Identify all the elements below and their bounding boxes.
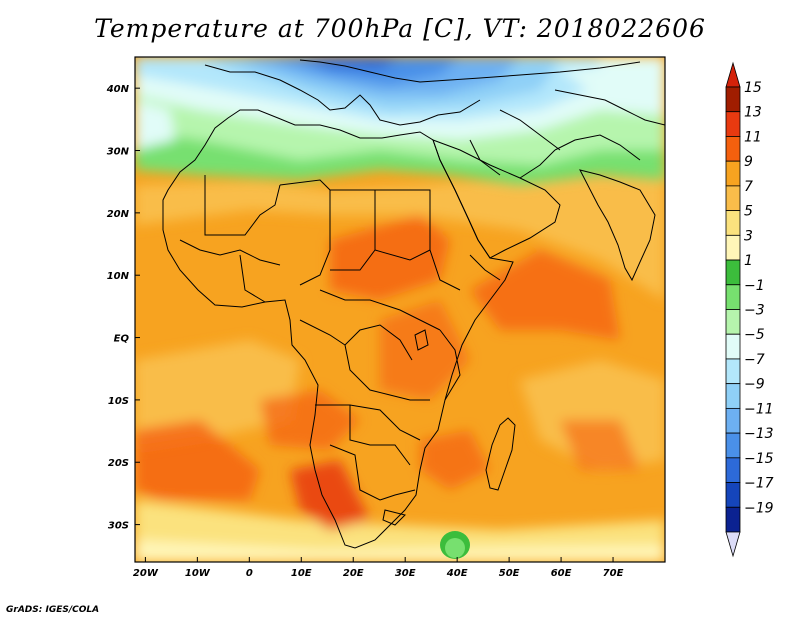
colorbar-swatch	[725, 86, 741, 113]
lon-tick-label: 60E	[551, 568, 572, 579]
lat-tick-label: 20S	[108, 458, 129, 469]
lon-tick-label: 0	[246, 568, 253, 579]
lon-tick-label: 10E	[291, 568, 312, 579]
colorbar-label: −11	[744, 401, 774, 417]
lat-tick-label: EQ	[114, 334, 130, 345]
colorbar-swatch	[725, 358, 741, 385]
colorbar: 15 13 11 9 7 5 3 1 −1 −3 −5 −7 −9 −11 −13 −15 −17 −19	[725, 61, 774, 558]
colorbar-label: 13	[744, 105, 762, 121]
colorbar-swatch	[725, 136, 741, 162]
temperature-field	[135, 57, 665, 562]
colorbar-swatch	[725, 234, 741, 261]
lat-axis: 40N 30N 20N 10N EQ 10S 20S 30S	[106, 84, 140, 532]
colorbar-swatch	[725, 259, 741, 286]
lat-tick-label: 40N	[106, 84, 130, 95]
colorbar-label: −5	[744, 327, 765, 343]
plot-frame	[134, 56, 666, 563]
colorbar-label: 5	[744, 204, 753, 220]
colorbar-swatch	[725, 506, 741, 533]
lon-tick-label: 70E	[603, 568, 624, 579]
colorbar-swatch	[725, 457, 741, 483]
colorbar-swatch	[725, 407, 741, 434]
colorbar-swatch	[725, 432, 741, 459]
colorbar-label: 1	[744, 253, 753, 269]
colorbar-label: −19	[744, 500, 774, 516]
lon-tick-label: 50E	[499, 568, 520, 579]
colorbar-label: −1	[744, 278, 765, 294]
colorbar-top-triangle	[725, 61, 741, 88]
lon-tick-label: 20W	[133, 568, 159, 579]
colorbar-swatch	[725, 309, 741, 335]
colorbar-label: 7	[744, 179, 753, 195]
colorbar-swatch	[725, 185, 741, 212]
colorbar-label: −13	[744, 426, 774, 442]
colorbar-label: 9	[744, 154, 753, 170]
colorbar-label: −3	[744, 303, 765, 319]
lat-tick-label: 20N	[107, 209, 130, 220]
lon-tick-label: 20E	[343, 568, 364, 579]
lon-tick-label: 30E	[395, 568, 416, 579]
colorbar-label: 11	[744, 129, 762, 145]
lat-tick-label: 30N	[107, 147, 130, 158]
lon-tick-label: 10W	[185, 568, 211, 579]
map-title: Temperature at 700hPa [C], VT: 201802260…	[94, 14, 706, 43]
colorbar-label: −15	[744, 451, 774, 467]
colorbar-swatch	[725, 111, 741, 137]
colorbar-swatch	[725, 482, 741, 508]
colorbar-label: 15	[744, 80, 762, 96]
colorbar-swatch	[725, 160, 741, 187]
lat-tick-label: 10N	[107, 271, 130, 282]
colorbar-label: −17	[744, 476, 774, 492]
coastlines	[162, 59, 665, 549]
colorbar-swatch	[725, 210, 741, 236]
lat-tick-label: 30S	[108, 521, 129, 532]
lat-tick-label: 10S	[108, 396, 129, 407]
colorbar-label: 3	[744, 228, 753, 244]
colorbar-label: −9	[744, 377, 765, 393]
colorbar-swatch	[725, 284, 741, 310]
colorbar-swatch	[725, 333, 741, 360]
colorbar-label: −7	[744, 352, 765, 368]
grads-credit: GrADS: IGES/COLA	[6, 605, 100, 615]
lon-axis: 20W 10W 0 10E 20E 30E 40E 50E 60E 70E	[133, 557, 624, 579]
colorbar-bottom-triangle	[725, 531, 741, 558]
colorbar-swatch	[725, 383, 741, 409]
lon-tick-label: 40E	[446, 568, 468, 579]
